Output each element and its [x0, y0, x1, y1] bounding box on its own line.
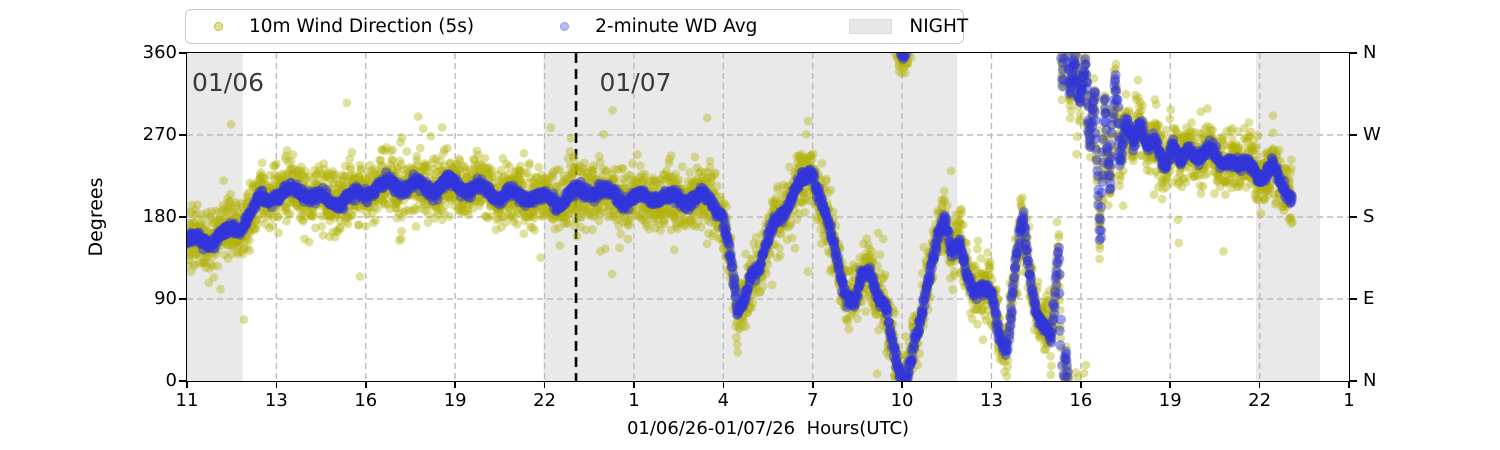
x-tick-label: 4: [717, 390, 730, 411]
x-tick-mark: [722, 381, 725, 388]
x-tick-label: 19: [1158, 390, 1182, 411]
compass-tick-label-right: W: [1363, 124, 1381, 145]
y-tick-label-left: 90: [154, 288, 177, 309]
chart-legend: 10m Wind Direction (5s) 2-minute WD Avg …: [185, 9, 968, 44]
y-tick-label-left: 0: [165, 370, 177, 391]
night-patch-icon: [849, 19, 893, 34]
x-axis-label: 01/06/26-01/07/26 Hours(UTC): [626, 418, 910, 439]
compass-tick-label-right: N: [1363, 370, 1377, 391]
x-tick-mark: [543, 381, 546, 388]
y-tick-mark-right: [1349, 134, 1357, 136]
x-tick-label: 16: [354, 390, 378, 411]
x-tick-label: 22: [1248, 390, 1272, 411]
x-tick-label: 13: [980, 390, 1003, 411]
y-tick-mark-right: [1349, 380, 1357, 382]
x-tick-mark: [811, 381, 814, 388]
compass-tick-label-right: E: [1363, 288, 1375, 309]
y-tick-mark-left: [179, 134, 187, 136]
legend-item-wind-direction: 10m Wind Direction (5s): [214, 16, 474, 37]
x-tick-mark: [990, 381, 993, 388]
wd-avg-marker-icon: [560, 22, 570, 31]
x-tick-label: 1: [628, 390, 640, 411]
wind-direction-marker-icon: [214, 22, 223, 31]
x-tick-mark: [275, 381, 278, 388]
y-tick-mark-left: [179, 52, 187, 54]
y-tick-label-left: 270: [142, 124, 177, 145]
y-tick-label-left: 180: [142, 206, 177, 227]
x-tick-label: 19: [443, 390, 467, 411]
legend-item-wd-avg: 2-minute WD Avg: [560, 16, 757, 37]
x-tick-label: 13: [264, 390, 288, 411]
x-tick-mark: [901, 381, 903, 388]
scatter-canvas: [187, 53, 1349, 381]
compass-tick-label-right: S: [1363, 206, 1375, 227]
y-tick-mark-left: [179, 298, 187, 300]
x-tick-mark: [1348, 381, 1350, 388]
x-tick-label: 10: [890, 390, 914, 411]
x-tick-mark: [186, 381, 188, 388]
x-tick-label: 11: [175, 390, 199, 411]
y-tick-mark-left: [179, 380, 187, 382]
y-tick-mark-right: [1349, 52, 1357, 54]
x-tick-mark: [454, 381, 456, 388]
x-tick-mark: [365, 381, 367, 388]
legend-label-wd-avg: 2-minute WD Avg: [595, 16, 758, 37]
date-label-0106: 01/06: [192, 68, 265, 97]
x-tick-mark: [633, 381, 635, 388]
x-tick-label: 7: [806, 390, 819, 411]
compass-tick-label-right: N: [1363, 42, 1377, 63]
y-tick-label-left: 360: [142, 42, 177, 63]
legend-label-wind-direction: 10m Wind Direction (5s): [249, 16, 475, 37]
x-tick-mark: [1169, 381, 1172, 388]
plot-area: 01/06 01/07: [186, 52, 1350, 382]
date-label-0107: 01/07: [599, 68, 672, 97]
legend-item-night: NIGHT: [849, 16, 968, 37]
y-tick-mark-right: [1349, 216, 1357, 218]
y-tick-mark-left: [179, 216, 187, 218]
x-tick-mark: [1080, 381, 1082, 388]
x-tick-label: 1: [1343, 390, 1355, 411]
x-tick-label: 16: [1069, 390, 1093, 411]
x-tick-mark: [1258, 381, 1261, 388]
legend-label-night: NIGHT: [909, 16, 969, 37]
x-tick-label: 22: [533, 390, 556, 411]
y-axis-label: Degrees: [85, 177, 107, 257]
y-tick-mark-right: [1349, 298, 1357, 300]
